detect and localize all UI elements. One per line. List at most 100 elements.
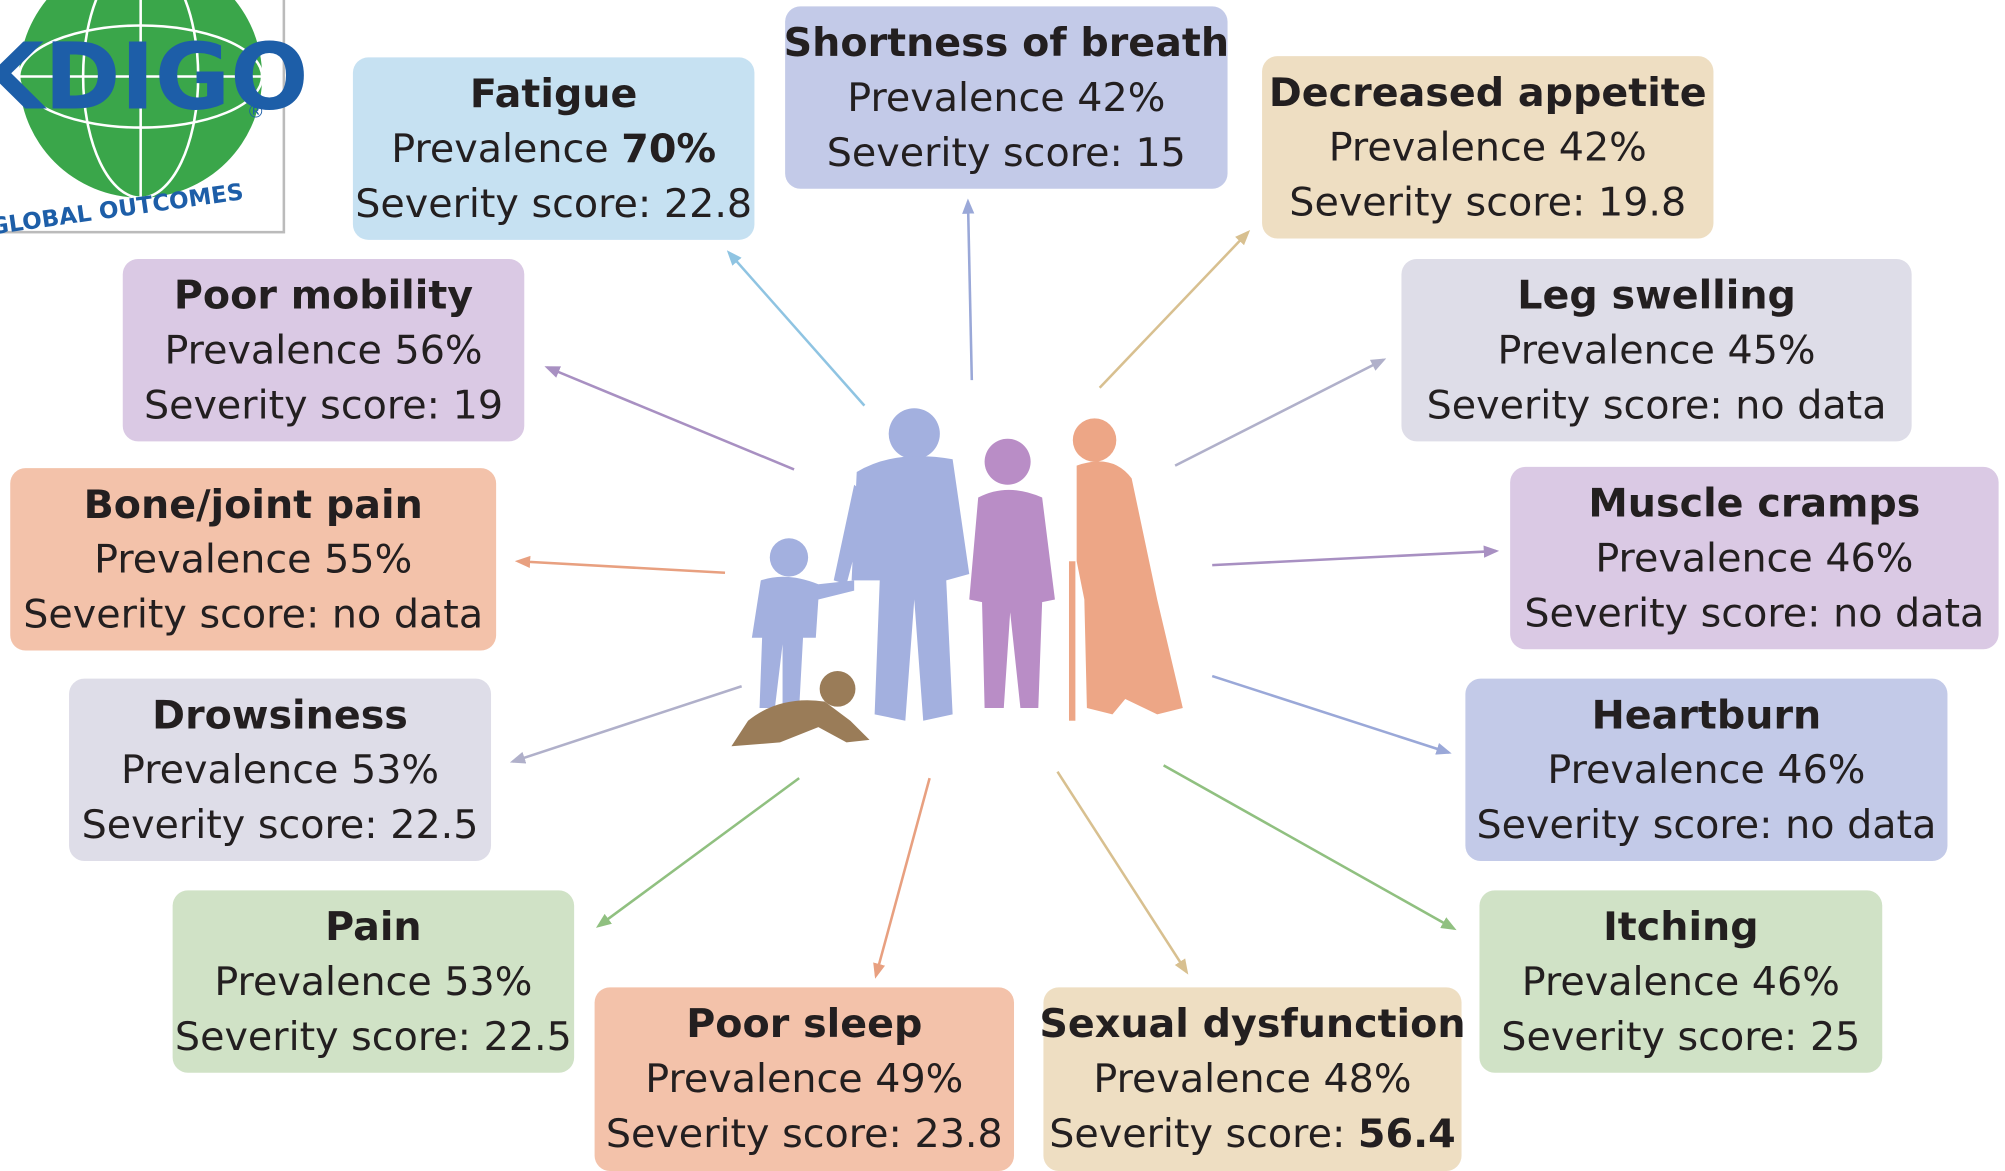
prevalence: Prevalence 42%: [1329, 125, 1647, 171]
elder: [1069, 418, 1183, 720]
symptom-title: Bone/joint pain: [84, 482, 423, 528]
severity-label: Severity score:: [1289, 180, 1585, 226]
severity: Severity score: 25: [1501, 1014, 1860, 1060]
arrow: [968, 202, 972, 381]
severity: Severity score: 22.5: [82, 802, 479, 848]
diagram: KDIGO GLOBAL OUTCOMES ® FatiguePrevalenc…: [0, 0, 2005, 1171]
prevalence: Prevalence 45%: [1498, 328, 1816, 374]
symptom-box: Decreased appetite Prevalence 42% Severity…: [1262, 56, 1713, 238]
prevalence-value: 53%: [351, 747, 439, 793]
prevalence-label: Prevalence: [1329, 125, 1546, 171]
severity: Severity score: no data: [23, 592, 483, 638]
severity-value: no data: [1833, 590, 1984, 636]
prevalence-value: 70%: [621, 126, 716, 172]
arrow: [729, 253, 865, 406]
prevalence: Prevalence 53%: [214, 959, 532, 1005]
prevalence-value: 42%: [1077, 75, 1165, 121]
symptom-title: Poor sleep: [686, 1001, 922, 1047]
severity-value: 22.5: [484, 1014, 572, 1060]
arrow: [547, 367, 794, 469]
prevalence-label: Prevalence: [1522, 959, 1739, 1005]
symptom-title: Muscle cramps: [1588, 481, 1920, 527]
symptom-box: Shortness of breath Prevalence 42% Severit…: [784, 6, 1229, 188]
severity-value: 25: [1810, 1014, 1860, 1060]
severity-label: Severity score:: [1524, 590, 1820, 636]
arrow: [518, 561, 725, 572]
prevalence-value: 46%: [1825, 536, 1913, 582]
prevalence-label: Prevalence: [1093, 1056, 1310, 1102]
severity: Severity score: 22.8: [355, 181, 752, 227]
symptom-title: Pain: [325, 904, 422, 950]
prevalence-value: 46%: [1777, 747, 1865, 793]
prevalence-label: Prevalence: [391, 126, 608, 172]
severity: Severity score: no data: [1524, 590, 1984, 636]
prevalence: Prevalence 49%: [645, 1056, 963, 1102]
prevalence-label: Prevalence: [1498, 328, 1715, 374]
severity: Severity score: 15: [827, 130, 1186, 176]
symptom-title: Leg swelling: [1517, 273, 1796, 319]
symptom-box: Bone/joint pain Prevalence 55% Severity sc…: [10, 468, 496, 650]
severity-label: Severity score:: [355, 181, 651, 227]
severity: Severity score: no data: [1476, 802, 1936, 848]
prevalence-value: 48%: [1323, 1056, 1411, 1102]
severity-label: Severity score:: [1427, 382, 1723, 428]
severity: Severity score: 23.8: [606, 1111, 1003, 1157]
symptom-title: Poor mobility: [174, 273, 473, 319]
severity-label: Severity score:: [827, 130, 1123, 176]
severity-value: 56.4: [1358, 1111, 1456, 1157]
prevalence: Prevalence 70%: [391, 126, 716, 172]
arrow: [513, 686, 742, 761]
prevalence-value: 53%: [444, 959, 532, 1005]
severity-value: no data: [1785, 802, 1936, 848]
symptom-box: Pain Prevalence 53% Severity score: 22.5: [173, 890, 575, 1072]
symptom-title: Fatigue: [470, 71, 637, 117]
severity-value: 22.5: [390, 802, 478, 848]
prevalence-label: Prevalence: [847, 75, 1064, 121]
symptom-title: Itching: [1603, 904, 1759, 950]
symptom-box: Itching Prevalence 46% Severity score: 25: [1479, 890, 1882, 1072]
severity-label: Severity score:: [175, 1014, 471, 1060]
prevalence-value: 55%: [324, 537, 412, 583]
people: [731, 408, 1182, 746]
severity-label: Severity score:: [1501, 1014, 1797, 1060]
prevalence-value: 42%: [1559, 125, 1647, 171]
severity-label: Severity score:: [606, 1111, 902, 1157]
adult: [834, 408, 970, 721]
severity: Severity score: 22.5: [175, 1014, 572, 1060]
severity-value: no data: [1735, 382, 1886, 428]
severity-value: 19: [453, 382, 503, 428]
arrow: [876, 778, 930, 976]
prevalence: Prevalence 55%: [94, 537, 412, 583]
symptom-box: Poor sleep Prevalence 49% Severity score: …: [595, 987, 1014, 1171]
symptom-box: Poor mobility Prevalence 56% Severity scor…: [123, 259, 525, 441]
symptom-title: Sexual dysfunction: [1039, 1001, 1465, 1047]
severity-value: no data: [332, 592, 483, 638]
symptom-box: Sexual dysfunction Prevalence 48% Severity…: [1039, 987, 1465, 1171]
prevalence-label: Prevalence: [214, 959, 431, 1005]
severity: Severity score: 56.4: [1049, 1111, 1455, 1157]
arrow: [1164, 765, 1454, 928]
prevalence: Prevalence 56%: [164, 328, 482, 374]
prevalence: Prevalence 53%: [121, 747, 439, 793]
symptom-box: Leg swellingPrevalence 45%Severity score…: [1401, 259, 1911, 441]
arrow: [1212, 676, 1449, 753]
prevalence-value: 49%: [875, 1056, 963, 1102]
prevalence-label: Prevalence: [1547, 747, 1764, 793]
arrow: [1057, 772, 1186, 972]
arrow: [598, 778, 799, 926]
symptom-title: Shortness of breath: [784, 20, 1229, 66]
prevalence: Prevalence 46%: [1522, 959, 1840, 1005]
prevalence-value: 45%: [1728, 328, 1816, 374]
severity-value: 23.8: [915, 1111, 1003, 1157]
youth: [969, 439, 1055, 708]
prevalence: Prevalence 46%: [1595, 536, 1913, 582]
prevalence: Prevalence 48%: [1093, 1056, 1411, 1102]
symptom-title: Decreased appetite: [1269, 70, 1707, 116]
severity: Severity score: 19: [144, 382, 503, 428]
symptom-box: Muscle cramps Prevalence 46% Severity scor…: [1510, 467, 1998, 649]
symptom-title: Drowsiness: [152, 692, 408, 738]
severity-label: Severity score:: [82, 802, 378, 848]
severity: Severity score: 19.8: [1289, 180, 1686, 226]
arrow: [1175, 360, 1383, 466]
